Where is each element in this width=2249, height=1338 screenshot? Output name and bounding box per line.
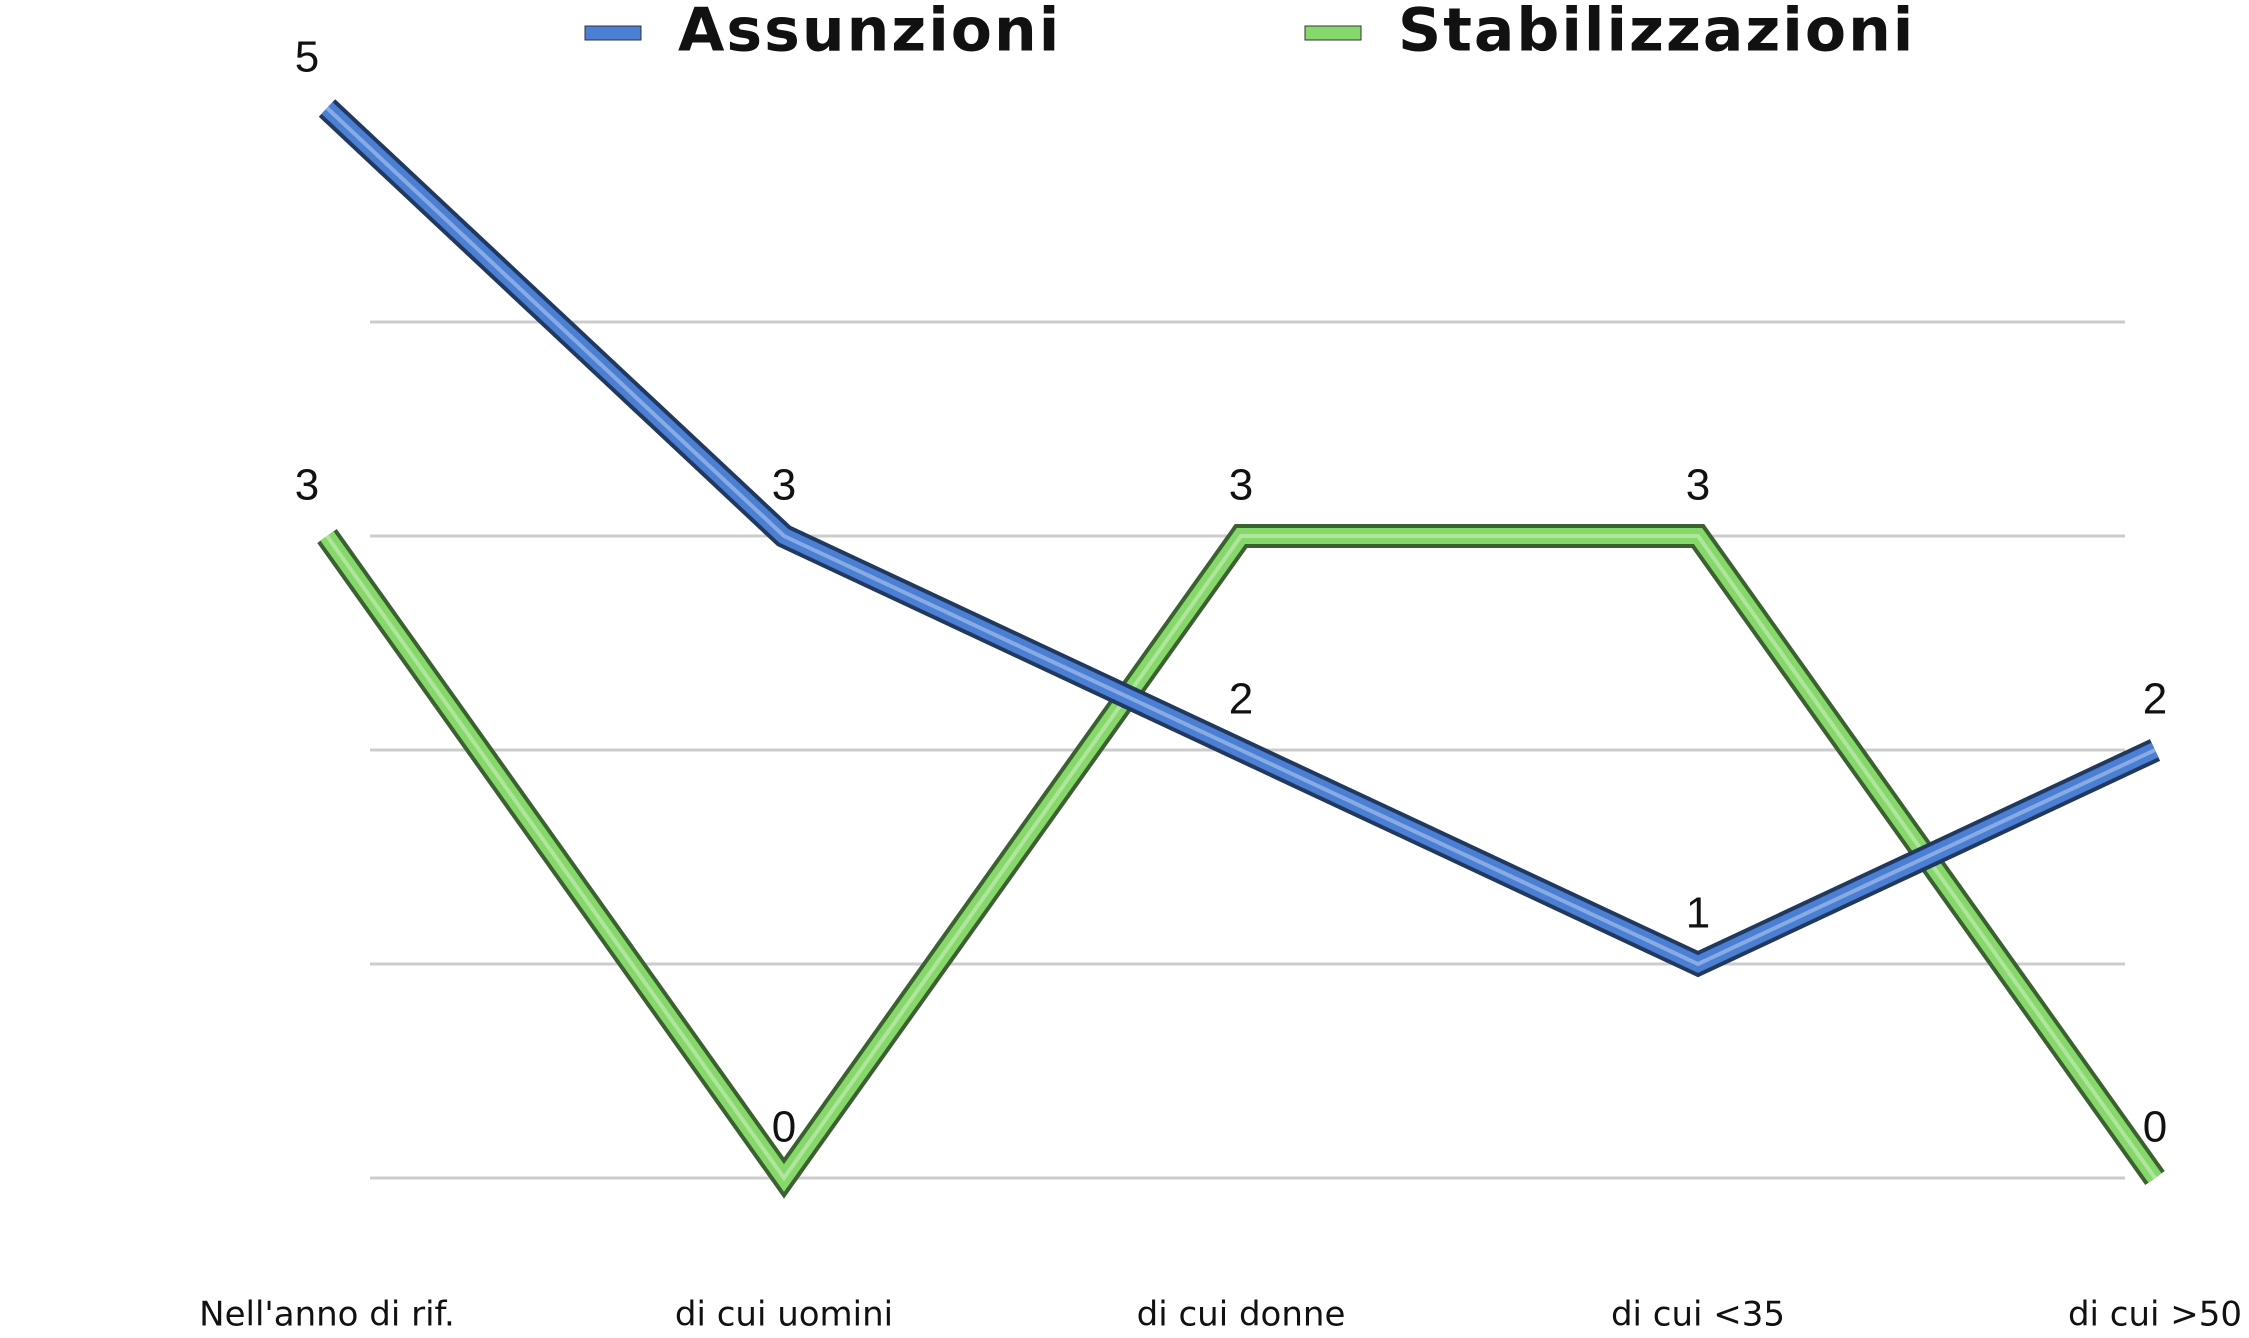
legend-swatch xyxy=(584,25,642,41)
line-series xyxy=(320,528,2162,1192)
data-label: 3 xyxy=(295,461,319,510)
data-label: 0 xyxy=(2143,1103,2167,1152)
data-label: 3 xyxy=(1229,461,1253,510)
legend-label: Assunzioni xyxy=(678,0,1061,66)
data-label: 1 xyxy=(1686,889,1710,938)
line-highlight xyxy=(325,534,2157,1182)
legend-swatch xyxy=(1304,25,1362,41)
x-tick-label: Nell'anno di rif. xyxy=(199,1295,455,1335)
data-label: 3 xyxy=(772,461,796,510)
line-edge xyxy=(317,524,2165,1199)
data-label: 3 xyxy=(1686,461,1710,510)
x-tick-label: di cui <35 xyxy=(1611,1295,1785,1335)
data-label: 2 xyxy=(2143,675,2167,724)
line-series xyxy=(321,102,2159,973)
x-tick-label: di cui uomini xyxy=(675,1295,893,1335)
line-highlight xyxy=(325,106,2156,967)
data-label: 0 xyxy=(772,1103,796,1152)
data-label: 5 xyxy=(295,33,319,82)
x-tick-label: di cui donne xyxy=(1137,1295,1346,1335)
legend-label: Stabilizzazioni xyxy=(1398,0,1915,66)
data-label: 2 xyxy=(1229,675,1253,724)
x-tick-label: di cui >50 xyxy=(2068,1295,2242,1335)
